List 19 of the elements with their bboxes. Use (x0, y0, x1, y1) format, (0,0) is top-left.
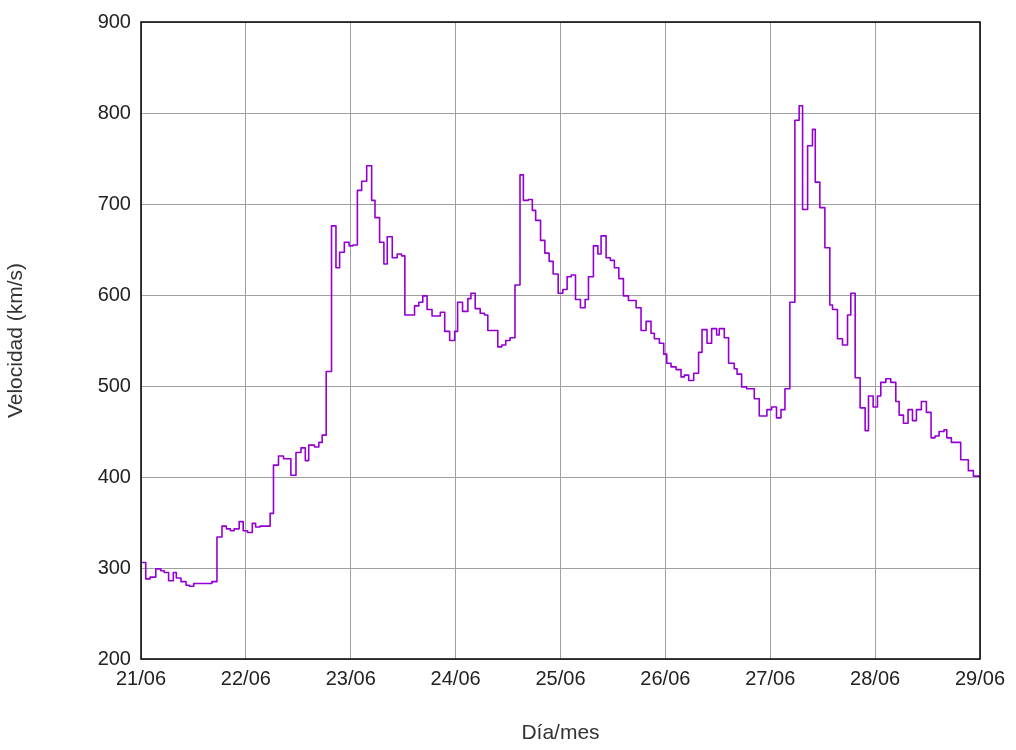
x-tick-label: 27/06 (745, 666, 796, 689)
y-tick-label: 700 (97, 191, 131, 214)
y-tick-label: 900 (97, 9, 131, 32)
x-tick-label: 22/06 (220, 666, 271, 689)
y-tick-label: 400 (97, 464, 131, 487)
y-tick-label: 800 (97, 100, 131, 123)
x-axis-title: Día/mes (521, 720, 600, 744)
y-tick-label: 200 (97, 646, 131, 669)
x-tick-label: 21/06 (115, 666, 167, 689)
y-tick-label: 600 (97, 282, 131, 305)
y-tick-label: 300 (97, 555, 131, 578)
x-tick-label: 26/06 (640, 666, 691, 689)
x-tick-label: 24/06 (430, 666, 481, 689)
y-tick-label: 500 (97, 373, 131, 396)
x-tick-label: 25/06 (535, 666, 586, 689)
x-tick-label: 23/06 (325, 666, 376, 689)
x-tick-label: 29/06 (954, 666, 1006, 689)
y-axis-title: Velocidad (km/s) (3, 262, 27, 419)
x-tick-label: 28/06 (850, 666, 901, 689)
